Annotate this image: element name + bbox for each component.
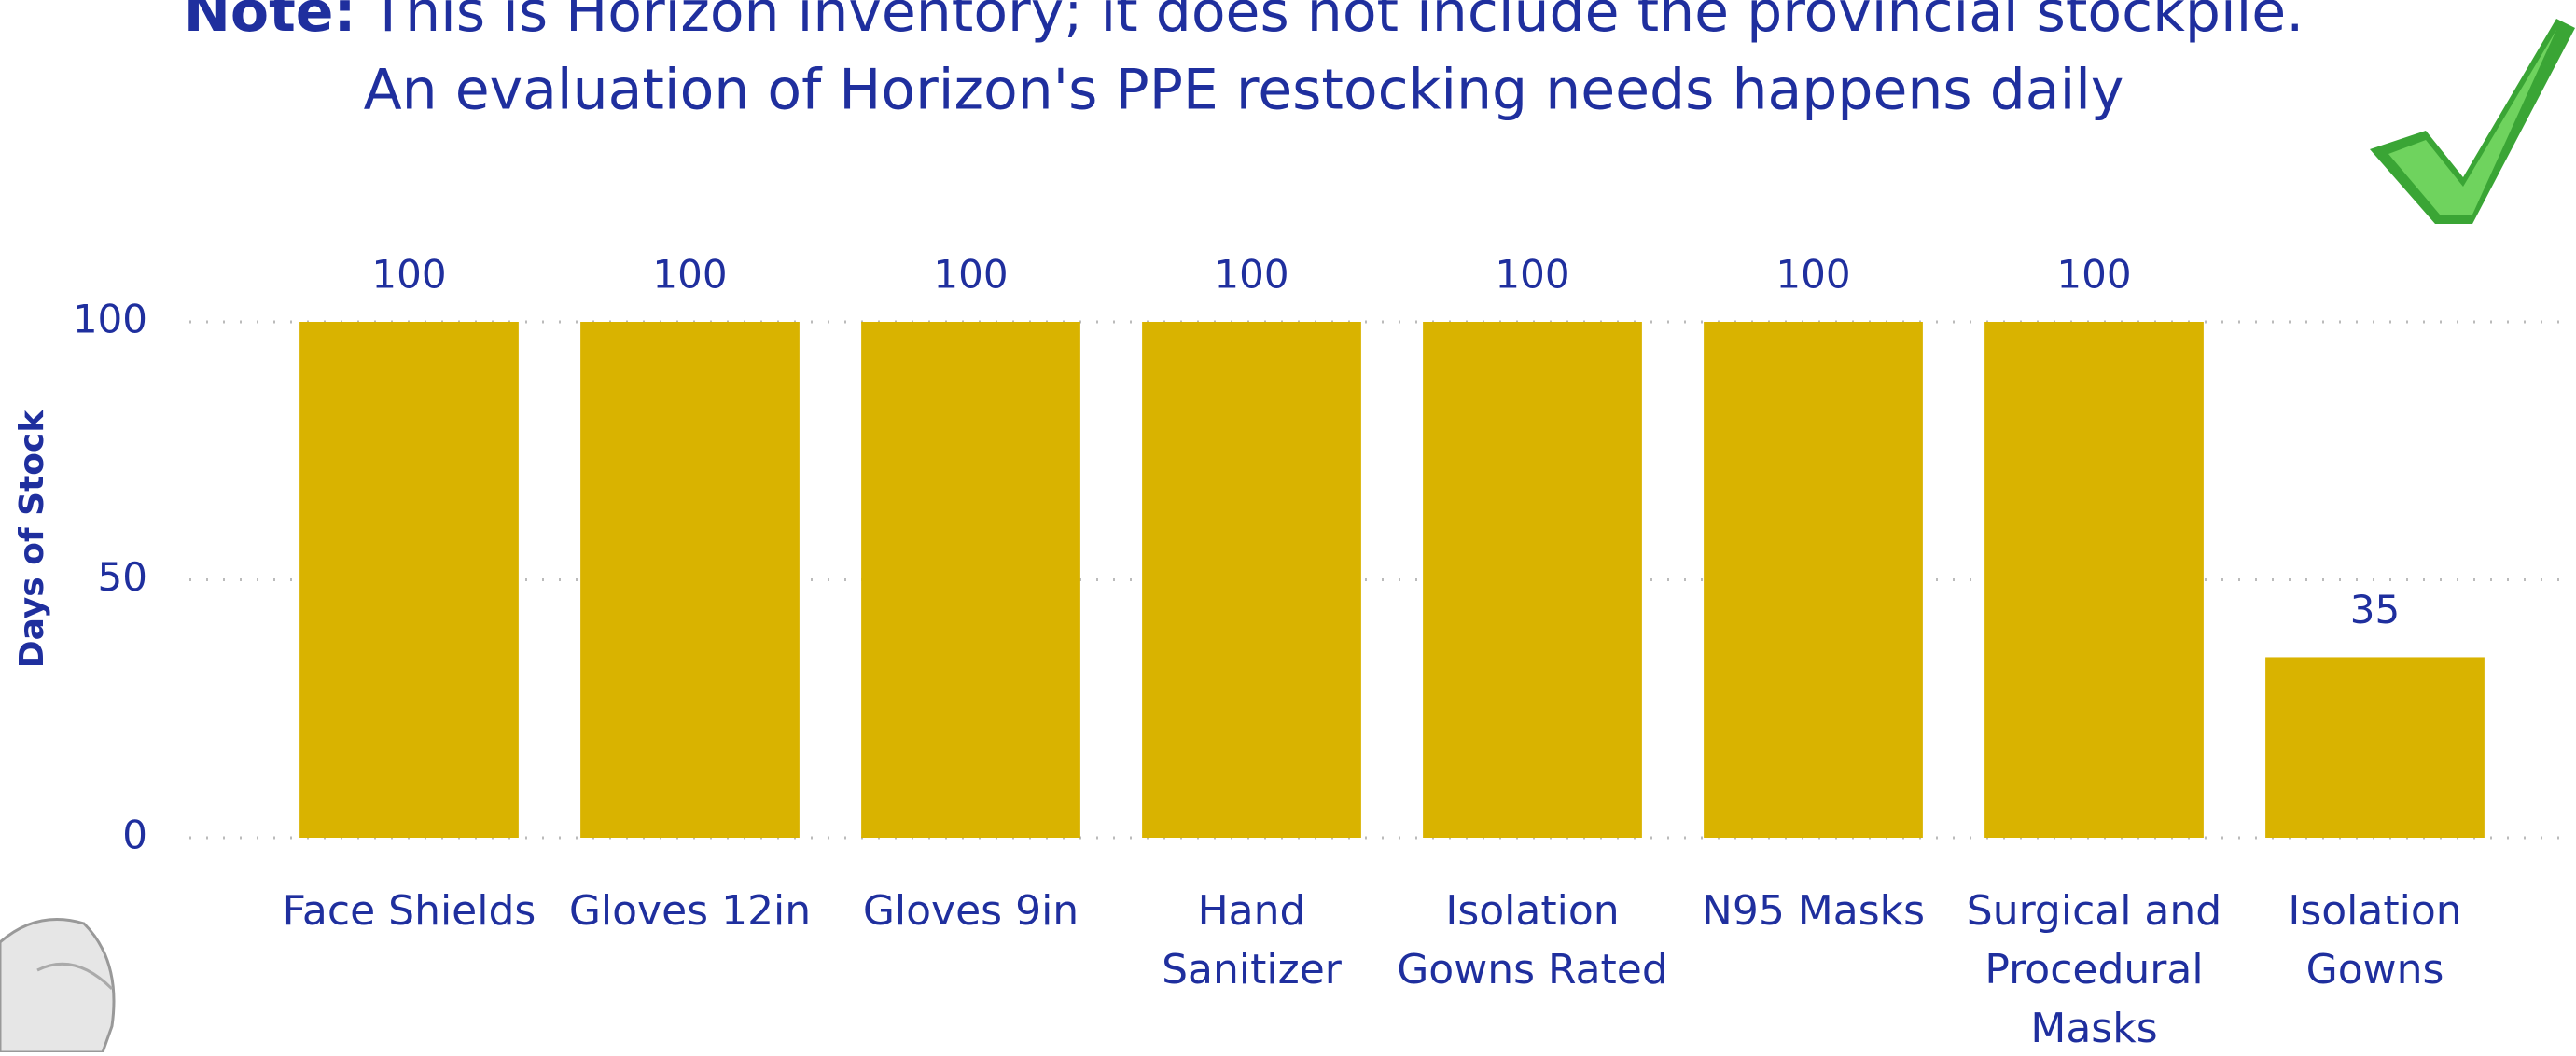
data-label: 100 — [1214, 252, 1288, 298]
x-tick-label: Gloves 9in — [831, 882, 1111, 940]
x-tick-label-box: Isolation Gowns Rated — [1393, 882, 1673, 1052]
x-tick-label-box: Face Shields — [270, 882, 550, 1052]
bar — [861, 322, 1080, 838]
chart-title: Note: This is Horizon inventory; it does … — [184, 0, 2304, 45]
title-text: This is Horizon inventory; it does not i… — [370, 0, 2304, 45]
bar — [1984, 322, 2204, 838]
data-label: 100 — [933, 252, 1008, 298]
checkmark-icon — [2370, 19, 2575, 224]
bar — [1704, 322, 1923, 838]
x-tick-label: Isolation Gowns Rated — [1393, 882, 1673, 999]
bar — [299, 322, 519, 838]
x-tick-label-box: N95 Masks — [1674, 882, 1954, 1052]
bar — [1423, 322, 1642, 838]
x-tick-label-box: Surgical and Procedural Masks — [1955, 882, 2235, 1052]
x-tick-label: N95 Masks — [1674, 882, 1954, 940]
bar — [1142, 322, 1361, 838]
data-label: 100 — [1775, 252, 1850, 298]
x-tick-label-box: Hand Sanitizer — [1112, 882, 1392, 1052]
data-label: 100 — [1495, 252, 1569, 298]
y-axis-title: Days of Stock — [13, 410, 51, 669]
chart-subtitle: An evaluation of Horizon's PPE restockin… — [364, 58, 2124, 123]
data-label: 100 — [371, 252, 446, 298]
x-tick-label: Isolation Gowns — [2235, 882, 2515, 999]
data-label: 35 — [2350, 587, 2400, 632]
x-tick-label: Hand Sanitizer — [1112, 882, 1392, 999]
x-tick-label: Surgical and Procedural Masks — [1955, 882, 2235, 1052]
title-label: Note: — [184, 0, 356, 45]
bar — [580, 322, 800, 838]
x-tick-label: Gloves 12in — [550, 882, 830, 940]
y-tick-label: 100 — [73, 297, 147, 342]
x-tick-label-box: Isolation Gowns — [2235, 882, 2515, 1052]
data-label: 100 — [2056, 252, 2131, 298]
y-tick-label: 50 — [98, 554, 147, 600]
x-tick-label: Face Shields — [270, 882, 550, 940]
page: {"chart_data": {"type": "bar", "title_la… — [0, 0, 2576, 1052]
y-tick-label: 0 — [122, 813, 147, 858]
x-tick-label-box: Gloves 12in — [550, 882, 830, 1052]
chart: Note: This is Horizon inventory; it does … — [0, 0, 2576, 1052]
mask-icon — [0, 920, 114, 1053]
bar — [2265, 657, 2485, 838]
x-tick-label-box: Gloves 9in — [831, 882, 1111, 1052]
data-label: 100 — [652, 252, 727, 298]
